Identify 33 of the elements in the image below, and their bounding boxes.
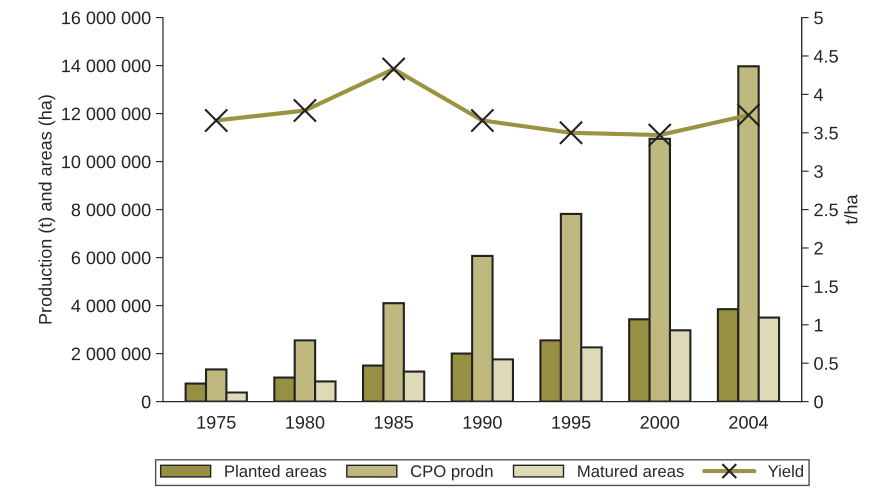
x-tick-label: 1995 — [552, 416, 590, 429]
y2-tick-label: 0 — [814, 396, 823, 408]
x-tick-label: 1975 — [198, 416, 236, 429]
y-tick-label: 16 000 000 — [62, 12, 150, 24]
legend-label: Planted areas — [225, 464, 326, 478]
y-tick-label: 2 000 000 — [72, 348, 150, 360]
y-tick-label: 12 000 000 — [62, 108, 150, 120]
y2-tick-label: 0.5 — [814, 357, 838, 370]
y-tick-label: 6 000 000 — [72, 252, 150, 264]
y-tick-label: 14 000 000 — [62, 60, 150, 72]
x-tick-label: 2000 — [640, 416, 680, 429]
x-tick-label: 2004 — [729, 416, 768, 429]
legend-label: CPO prodn — [410, 464, 492, 480]
x-tick-label: 1980 — [286, 416, 324, 429]
y-tick-label: 8 000 000 — [72, 204, 150, 216]
y2-tick-label: 2.5 — [814, 204, 838, 216]
y2-tick-label: 3.5 — [814, 126, 838, 140]
y2-tick-label: 1 — [814, 318, 823, 332]
y-axis-title: Production (t) and areas (ha) — [38, 95, 56, 324]
y2-tick-label: 3 — [814, 165, 823, 178]
x-tick-label: 1985 — [374, 416, 413, 429]
legend-label: Yield — [768, 464, 803, 478]
y2-tick-label: 4.5 — [814, 50, 838, 63]
y2-tick-label: 4 — [814, 88, 824, 101]
y2-tick-label: 2 — [814, 242, 823, 255]
legend-label: Matured areas — [578, 464, 684, 478]
x-tick-label: 1990 — [464, 416, 502, 429]
y2-tick-label: 5 — [814, 12, 823, 24]
y-tick-label: 4 000 000 — [71, 300, 150, 312]
y-tick-label: 0 — [142, 396, 150, 408]
y-tick-label: 10 000 000 — [62, 156, 150, 168]
y2-tick-label: 1.5 — [814, 280, 838, 294]
y2-axis-title: t/ha — [844, 194, 858, 224]
